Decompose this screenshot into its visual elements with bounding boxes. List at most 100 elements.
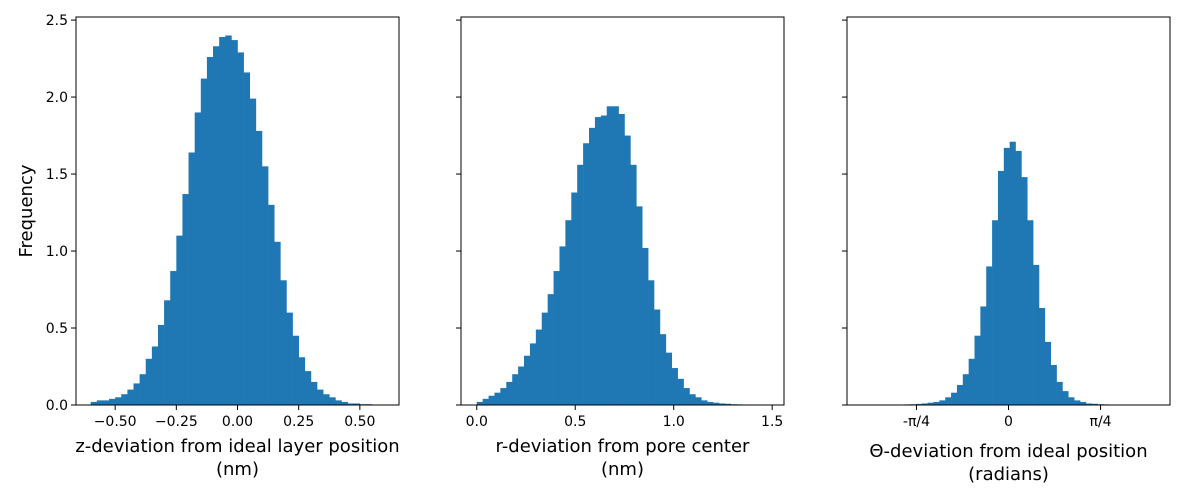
histogram-bar xyxy=(1044,341,1051,405)
histogram-bar xyxy=(974,335,981,405)
x-tick-label: −0.25 xyxy=(155,414,198,430)
histogram-bar xyxy=(157,324,165,405)
histogram-bar xyxy=(589,127,596,406)
histogram-bar xyxy=(636,206,643,405)
histogram-bar xyxy=(1021,177,1028,405)
histogram-bars xyxy=(90,35,385,406)
x-axis-label: z-deviation from ideal layer position xyxy=(75,436,399,457)
x-tick-label: π/4 xyxy=(1090,414,1112,430)
x-tick-label: −0.50 xyxy=(94,414,137,430)
histogram-bar xyxy=(659,334,667,405)
histogram-bar xyxy=(945,397,952,405)
histogram-bar xyxy=(170,271,177,405)
histogram-bar xyxy=(237,52,244,405)
y-tick-label: 2.0 xyxy=(46,90,68,106)
x-tick-label: 0.00 xyxy=(222,414,253,430)
histogram-bar xyxy=(243,72,251,406)
panel-3: -π/4 0 π/4 Θ-deviation from ideal position(… xyxy=(842,16,1171,485)
histogram-bar xyxy=(518,366,525,405)
histogram-bar xyxy=(255,130,263,405)
histogram-bar xyxy=(951,392,958,405)
histogram-bar xyxy=(1091,403,1098,405)
histogram-bar xyxy=(213,46,220,405)
histogram-bar xyxy=(915,403,923,405)
x-axis-label: (radians) xyxy=(968,464,1049,485)
histogram-bar xyxy=(707,401,714,405)
x-axis-label: (nm) xyxy=(216,459,259,480)
histogram-bar xyxy=(304,371,312,405)
histogram-bar xyxy=(695,397,702,405)
histogram-bar xyxy=(90,401,98,405)
histogram-bar xyxy=(577,164,584,405)
histogram-bar xyxy=(341,401,348,405)
histogram-bar xyxy=(986,266,993,405)
histogram-bar xyxy=(1003,147,1010,405)
x-tick-label: 1.0 xyxy=(663,414,685,430)
panel-1: 0.0 0.5 1.0 1.5 2.0 2.5 −0.50 −0.25 0.00 0.25 0.50… xyxy=(16,13,400,480)
panel-2: 0.0 0.5 1.0 1.5 r-deviation from pore center… xyxy=(456,16,785,480)
histogram-bar xyxy=(182,194,189,405)
histogram-bar xyxy=(1050,364,1057,405)
histogram-bar xyxy=(145,358,153,405)
histogram-bar xyxy=(139,374,147,405)
histogram-bar xyxy=(353,403,361,405)
histogram-bar xyxy=(541,312,548,405)
histogram-bar xyxy=(261,166,269,405)
histogram-bar xyxy=(618,114,625,405)
histogram-bar xyxy=(219,37,226,406)
y-axis-label: Frequency xyxy=(16,164,37,257)
histogram-bar xyxy=(654,309,661,405)
histogram-bar xyxy=(600,115,608,405)
histogram-bar xyxy=(1009,141,1016,405)
histogram-bar xyxy=(249,98,257,405)
histogram-bar xyxy=(280,280,287,405)
histogram-bar xyxy=(1015,150,1022,405)
histogram-bar xyxy=(665,352,673,405)
histogram-bar xyxy=(606,106,613,406)
x-tick-label: 0.0 xyxy=(466,414,488,430)
x-tick-label: 0.50 xyxy=(344,414,375,430)
histogram-bar xyxy=(1033,264,1040,405)
histogram-bar xyxy=(317,389,324,405)
histogram-bar xyxy=(200,78,208,405)
histogram-bar xyxy=(310,381,318,405)
histogram-bar xyxy=(482,398,489,405)
x-axis-label: (nm) xyxy=(601,459,644,480)
histogram-bar xyxy=(980,306,987,405)
histogram-bar xyxy=(939,400,946,405)
histogram-bar xyxy=(701,400,708,405)
histogram-bar xyxy=(494,392,501,405)
histogram-bar xyxy=(488,395,495,405)
histogram-bar xyxy=(962,374,969,405)
histogram-bar xyxy=(642,247,649,405)
histogram-bar xyxy=(1038,308,1046,405)
histogram-bar xyxy=(151,346,159,405)
histogram-bar xyxy=(194,112,202,406)
histogram-bar xyxy=(719,403,726,405)
histogram-bar xyxy=(1056,381,1063,405)
histogram-bar xyxy=(500,388,507,405)
histogram-bar xyxy=(225,35,232,405)
histogram-bar xyxy=(1068,397,1075,405)
histogram-bar xyxy=(231,40,238,405)
x-axis-label: r-deviation from pore center xyxy=(496,436,750,457)
histogram-bar xyxy=(268,204,275,405)
histogram-bar xyxy=(927,402,934,405)
histogram-bar xyxy=(624,135,631,405)
histogram-bar xyxy=(121,394,128,405)
histogram-bar xyxy=(713,402,720,405)
histogram-bar xyxy=(921,403,928,405)
axes-frame xyxy=(460,16,785,406)
histogram-bar xyxy=(1027,220,1034,405)
histogram-bar xyxy=(109,398,116,405)
histogram-bar xyxy=(524,355,531,405)
histogram-bar xyxy=(323,394,330,405)
histogram-bar xyxy=(553,271,560,405)
x-tick-label: 0.25 xyxy=(283,414,314,430)
histogram-bar xyxy=(648,280,655,405)
x-tick-label: 1.5 xyxy=(761,414,783,430)
histogram-bar xyxy=(956,384,964,405)
histogram-bar xyxy=(594,117,602,405)
histogram-bar xyxy=(630,164,637,405)
histogram-bar xyxy=(298,357,306,405)
